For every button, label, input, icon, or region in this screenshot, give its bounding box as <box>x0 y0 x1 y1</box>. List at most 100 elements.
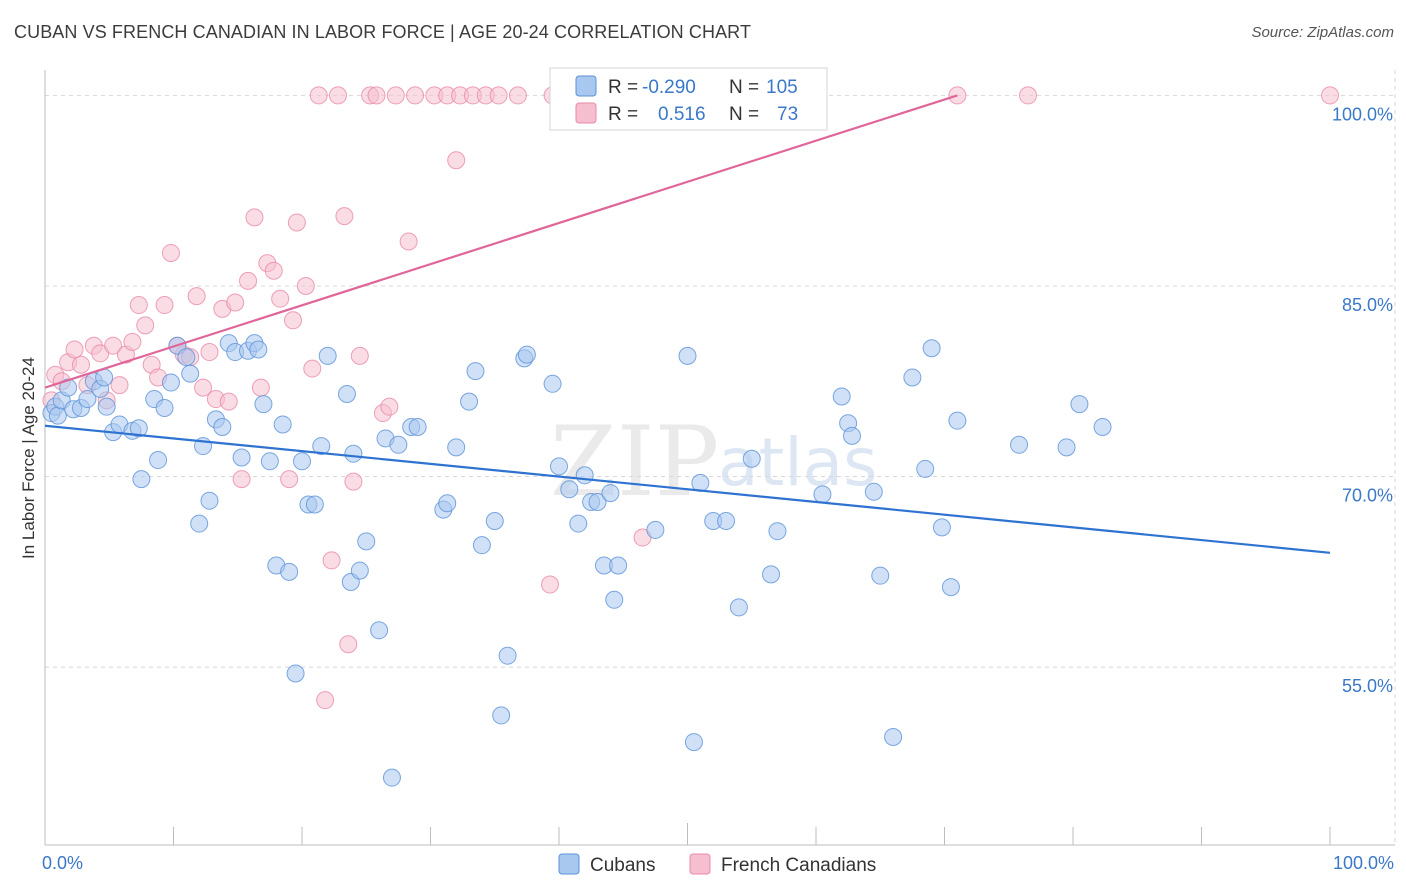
cuban-point <box>460 392 479 411</box>
cuban-points <box>42 334 1112 787</box>
cuban-point <box>155 398 174 417</box>
cuban-point <box>1010 435 1029 454</box>
french-canadian-point <box>309 86 328 105</box>
y-tick-label: 55.0% <box>1342 676 1393 696</box>
french-canadian-point <box>339 635 358 654</box>
french-canadian-point <box>65 340 84 359</box>
cuban-point <box>1070 395 1089 414</box>
french-canadian-point <box>489 86 508 105</box>
french-canadian-point <box>110 376 129 395</box>
cuban-point <box>177 348 196 367</box>
french-canadian-point <box>187 287 206 306</box>
trend-lines <box>44 94 1331 554</box>
cubans-trend-line <box>44 424 1331 554</box>
french-canadian-point <box>350 346 369 365</box>
french-canadian-point <box>328 86 347 105</box>
cuban-point <box>280 562 299 581</box>
chart-source: Source: ZipAtlas.com <box>1251 24 1394 41</box>
cuban-point <box>684 733 703 752</box>
french-canadian-point <box>161 243 180 262</box>
cuban-point <box>601 484 620 503</box>
legend-r-value-french-canadians: 0.516 <box>658 104 706 125</box>
french-canadian-point <box>280 470 299 489</box>
cuban-point <box>389 435 408 454</box>
legend-swatch-french-canadians <box>575 102 597 124</box>
legend-n-label-cubans: N = <box>729 77 759 98</box>
bottom-legend-swatch-cubans <box>558 853 580 875</box>
cuban-point <box>560 480 579 499</box>
french-canadian-point <box>155 296 174 315</box>
french-canadian-point <box>226 293 245 312</box>
cuban-point <box>161 373 180 392</box>
cuban-point <box>78 390 97 409</box>
chart-title: CUBAN VS FRENCH CANADIAN IN LABOR FORCE … <box>14 22 752 42</box>
y-axis-label: In Labor Force | Age 20-24 <box>19 357 38 559</box>
cuban-point <box>742 449 761 468</box>
cuban-point <box>254 395 273 414</box>
french-canadian-point <box>1019 86 1038 105</box>
cuban-point <box>678 346 697 365</box>
cuban-point <box>286 664 305 683</box>
cuban-point <box>941 578 960 597</box>
cuban-point <box>438 494 457 513</box>
french-canadian-point <box>322 551 341 570</box>
cuban-point <box>337 384 356 403</box>
cuban-point <box>485 512 504 531</box>
french-canadian-point <box>1321 86 1339 105</box>
cuban-point <box>492 706 511 725</box>
cuban-point <box>543 374 562 393</box>
x-tick-label: 100.0% <box>1333 853 1394 873</box>
cuban-point <box>249 340 268 359</box>
bottom-legend-swatch-french-canadians <box>689 853 711 875</box>
y-tick-label: 70.0% <box>1342 486 1393 506</box>
bottom-legend-label-french-canadians: French Canadians <box>721 855 876 876</box>
cuban-point <box>312 437 331 456</box>
cuban-point <box>466 362 485 381</box>
french-canadian-point <box>129 296 148 315</box>
series-legend: Cubans French Canadians <box>558 853 876 876</box>
cuban-point <box>318 346 337 365</box>
french-canadian-point <box>399 232 418 251</box>
french-canadian-point <box>239 271 258 290</box>
cuban-point <box>605 590 624 609</box>
french-canadian-point <box>194 378 213 397</box>
y-tick-label: 100.0% <box>1332 104 1393 124</box>
cuban-point <box>569 514 588 533</box>
cuban-point <box>344 444 363 463</box>
correlation-legend: R = -0.290 N = 105 R = 0.516 N = 73 <box>549 67 828 131</box>
cuban-point <box>832 387 851 406</box>
legend-n-value-french-canadians: 73 <box>777 104 798 125</box>
french-canadian-point <box>335 207 354 226</box>
legend-swatch-cubans <box>575 75 597 97</box>
cuban-point <box>884 728 903 747</box>
cuban-point <box>232 448 251 467</box>
cuban-point <box>472 536 491 555</box>
cuban-point <box>149 451 168 470</box>
cuban-point <box>609 556 628 575</box>
watermark-zip: ZIP <box>550 406 719 518</box>
french-canadian-point <box>245 208 264 227</box>
cuban-point <box>871 566 890 585</box>
cuban-point <box>273 415 292 434</box>
cuban-point <box>190 514 209 533</box>
french-canadian-point <box>284 311 303 330</box>
french-canadian-point <box>271 289 290 308</box>
cuban-point <box>762 565 781 584</box>
french-canadian-point <box>386 86 405 105</box>
cuban-point <box>357 532 376 551</box>
cuban-point <box>1093 418 1112 437</box>
cuban-point <box>517 345 536 364</box>
french-canadian-point <box>71 355 90 374</box>
french-canadian-point <box>303 359 322 378</box>
cuban-point <box>370 621 389 640</box>
french-canadian-point <box>219 392 238 411</box>
cuban-point <box>305 495 324 514</box>
axes <box>44 70 1395 846</box>
french-canadian-point <box>508 86 527 105</box>
cuban-point <box>213 418 232 437</box>
cuban-point <box>864 482 883 501</box>
cuban-point <box>181 364 200 383</box>
y-tick-label: 85.0% <box>1342 295 1393 315</box>
x-tick-label: 0.0% <box>42 853 83 873</box>
